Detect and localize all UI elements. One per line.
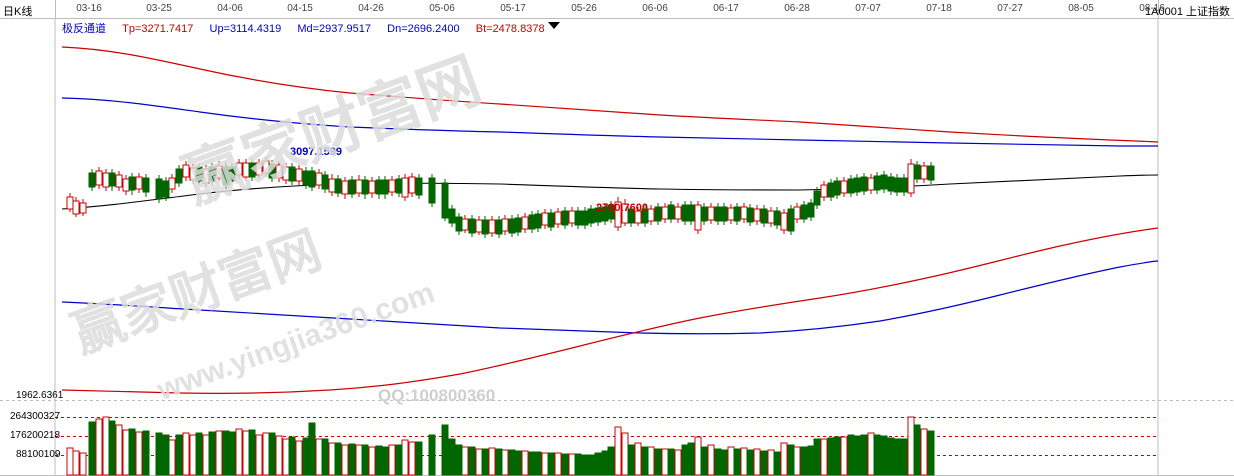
x-tick: 05-17 [500, 3, 526, 14]
x-tick: 03-16 [76, 3, 102, 14]
param-dn-text: Dn=2696.2400 [387, 23, 460, 35]
header-divider-right [1158, 0, 1159, 18]
series-dn-line [61, 260, 1159, 335]
x-tick: 04-15 [287, 3, 313, 14]
x-tick: 05-26 [571, 3, 597, 14]
x-tick: 06-17 [713, 3, 739, 14]
x-tick: 04-26 [358, 3, 384, 14]
x-tick: 04-06 [217, 3, 243, 14]
param-bt: Bt=2478.8378 [476, 23, 545, 35]
volume-chart-pane: 264300327 176200218 88100109 [0, 395, 1234, 476]
header-divider-left [55, 0, 56, 18]
x-tick: 07-07 [855, 3, 881, 14]
volume-axis-label-bottom: 88100109 [16, 449, 61, 460]
price-axis-label: 1962.6361 [16, 390, 64, 401]
param-md: Md=2937.9517 [297, 23, 371, 35]
param-bt-text: Bt=2478.8378 [475, 23, 545, 35]
param-md-text: Md=2937.9517 [297, 23, 372, 35]
param-dn: Dn=2696.2400 [387, 23, 459, 35]
x-tick: 08-16 [1139, 3, 1165, 14]
param-tp-text: Tp=3271.7417 [122, 23, 194, 35]
x-tick: 07-18 [926, 3, 952, 14]
indicator-name: 极反通道 [62, 23, 106, 35]
x-tick: 08-05 [1068, 3, 1094, 14]
x-tick: 03-25 [146, 3, 172, 14]
annotation-high-price: 3097.1599 [290, 146, 342, 158]
param-tp: Tp=3271.7417 [122, 23, 193, 35]
x-axis-top: 03-16 03-25 04-06 04-15 04-26 05-06 05-1… [0, 0, 1234, 19]
x-tick: 05-06 [429, 3, 455, 14]
series-tp-line [61, 46, 1159, 143]
x-tick: 07-27 [997, 3, 1023, 14]
header-bar: 日K线 1A0001 上证指数 03-16 03-25 04-06 04-15 … [0, 0, 1234, 19]
price-chart-svg [0, 19, 1234, 401]
param-up-text: Up=3114.4319 [209, 23, 282, 35]
volume-axis-label-top: 264300327 [10, 411, 61, 422]
series-up-line [61, 97, 1158, 147]
candlestick-series [66, 157, 935, 238]
volume-chart-svg [0, 395, 1234, 476]
price-chart-pane: 3097.1599 2780.7600 1962.6361 [0, 19, 1234, 401]
indicator-params: 极反通道 Tp=3271.7417 Up=3114.4319 Md=2937.9… [62, 20, 545, 36]
dropdown-caret-icon[interactable] [548, 22, 560, 29]
volume-axis-label-mid: 176200218 [10, 430, 61, 441]
x-tick: 06-06 [642, 3, 668, 14]
x-tick: 06-28 [784, 3, 810, 14]
annotation-low-price: 2780.7600 [596, 202, 648, 214]
series-bt-line [61, 227, 1159, 394]
symbol-label: 1A0001 上证指数 [1145, 6, 1230, 18]
param-up: Up=3114.4319 [210, 23, 282, 35]
series-md-line [61, 174, 1159, 210]
chart-type-label: 日K线 [3, 6, 33, 18]
volume-bars [66, 416, 935, 476]
watermark-qq: QQ:100800360 [378, 386, 496, 405]
